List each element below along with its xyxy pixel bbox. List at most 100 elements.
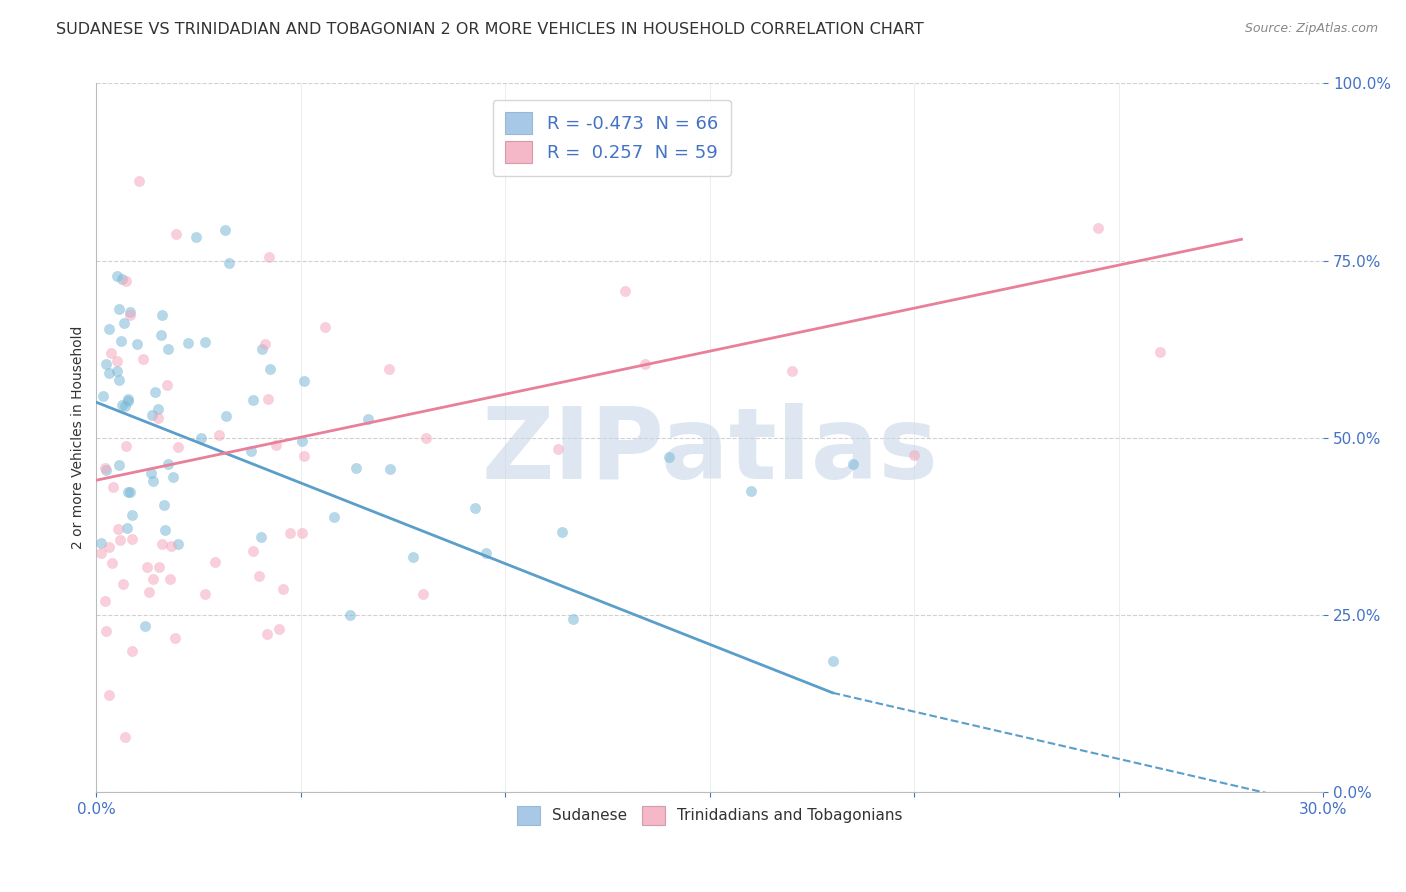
Point	[132, 351, 155, 366]
Point	[120, 485, 142, 500]
Point	[194, 334, 217, 349]
Point	[93, 389, 115, 403]
Point	[159, 572, 181, 586]
Point	[165, 227, 187, 241]
Point	[269, 622, 291, 636]
Point	[292, 449, 315, 463]
Point	[280, 525, 302, 540]
Point	[294, 374, 316, 388]
Point	[114, 274, 136, 288]
Point	[112, 317, 135, 331]
Point	[740, 483, 762, 498]
Point	[415, 431, 437, 445]
Point	[114, 399, 136, 413]
Point	[156, 342, 179, 356]
Point	[94, 624, 117, 638]
Y-axis label: 2 or more Vehicles in Household: 2 or more Vehicles in Household	[72, 326, 86, 549]
Point	[257, 392, 280, 406]
Point	[121, 508, 143, 522]
Point	[142, 572, 165, 586]
Point	[160, 539, 183, 553]
Point	[150, 537, 173, 551]
Text: ZIPatlas: ZIPatlas	[481, 403, 938, 500]
Point	[156, 377, 179, 392]
Point	[141, 408, 163, 422]
Point	[242, 544, 264, 558]
Point	[903, 448, 925, 462]
Point	[412, 587, 434, 601]
Point	[94, 461, 117, 475]
Point	[111, 398, 134, 412]
Point	[138, 585, 160, 599]
Point	[120, 305, 142, 319]
Point	[271, 582, 294, 596]
Point	[1087, 221, 1109, 235]
Point	[94, 594, 117, 608]
Point	[108, 301, 131, 316]
Point	[239, 444, 262, 458]
Point	[150, 308, 173, 322]
Point	[90, 535, 112, 549]
Point	[153, 498, 176, 512]
Point	[121, 533, 143, 547]
Point	[250, 530, 273, 544]
Point	[323, 509, 346, 524]
Point	[291, 434, 314, 448]
Point	[1149, 345, 1171, 359]
Point	[90, 546, 112, 560]
Point	[153, 523, 176, 537]
Point	[208, 427, 231, 442]
Point	[194, 587, 217, 601]
Point	[264, 437, 287, 451]
Point	[162, 469, 184, 483]
Point	[97, 540, 120, 554]
Point	[247, 569, 270, 583]
Point	[127, 336, 149, 351]
Point	[98, 367, 121, 381]
Point	[107, 269, 129, 284]
Point	[105, 353, 128, 368]
Point	[94, 357, 117, 371]
Point	[254, 336, 277, 351]
Point	[114, 730, 136, 744]
Point	[121, 644, 143, 658]
Point	[111, 272, 134, 286]
Point	[146, 411, 169, 425]
Point	[134, 619, 156, 633]
Point	[259, 362, 281, 376]
Point	[464, 500, 486, 515]
Point	[561, 612, 583, 626]
Point	[148, 559, 170, 574]
Point	[614, 284, 637, 298]
Point	[214, 223, 236, 237]
Point	[120, 309, 142, 323]
Point	[215, 409, 238, 423]
Point	[356, 412, 378, 426]
Point	[402, 549, 425, 564]
Point	[163, 632, 186, 646]
Point	[110, 533, 132, 547]
Point	[339, 608, 361, 623]
Point	[256, 627, 278, 641]
Legend: Sudanese, Trinidadians and Tobagonians: Sudanese, Trinidadians and Tobagonians	[508, 797, 912, 834]
Point	[117, 392, 139, 406]
Point	[475, 546, 498, 560]
Point	[821, 654, 844, 668]
Point	[112, 576, 135, 591]
Point	[105, 364, 128, 378]
Point	[547, 442, 569, 456]
Point	[136, 560, 159, 574]
Point	[115, 520, 138, 534]
Point	[291, 525, 314, 540]
Point	[148, 402, 170, 417]
Text: SUDANESE VS TRINIDADIAN AND TOBAGONIAN 2 OR MORE VEHICLES IN HOUSEHOLD CORRELATI: SUDANESE VS TRINIDADIAN AND TOBAGONIAN 2…	[56, 22, 924, 37]
Point	[157, 457, 180, 471]
Point	[780, 364, 803, 378]
Point	[108, 458, 131, 472]
Point	[346, 460, 368, 475]
Point	[101, 556, 124, 570]
Point	[103, 480, 125, 494]
Point	[190, 432, 212, 446]
Point	[259, 250, 281, 264]
Point	[242, 393, 264, 408]
